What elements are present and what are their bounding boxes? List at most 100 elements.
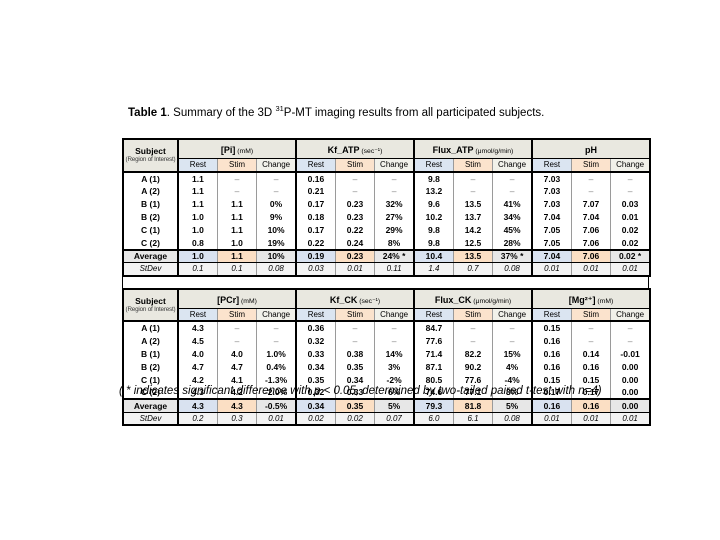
value-cell: 0.22	[294, 236, 336, 250]
value-cell: 0.23	[334, 248, 375, 263]
row-label: B (2)	[141, 361, 160, 372]
row-label: B (2)	[141, 212, 160, 222]
value-cell: –	[334, 184, 375, 198]
value-cell: 12.5	[452, 236, 493, 250]
subcolumn-header-stim: Stim	[334, 308, 375, 322]
value-cell: 9%	[256, 210, 296, 224]
value-cell: –	[570, 334, 611, 347]
subcolumn-header-stim: Stim	[570, 308, 611, 322]
table-row: C (2) 4.3 4.2 -2.0% 0.32 0.33 6% 74.6 77.1 3% 0.17…	[123, 386, 651, 399]
value-cell: 24% *	[374, 248, 414, 263]
value-cell: 1.0%	[256, 347, 296, 360]
value-cell: 0.07	[374, 412, 415, 425]
value-cell: 9.6	[412, 197, 454, 211]
value-cell: 0.33	[294, 347, 336, 360]
subject-header: Subject (Region of Interest)	[123, 288, 178, 322]
value-cell: –	[374, 321, 415, 334]
value-cell: 13.5	[452, 197, 493, 211]
value-cell: –	[256, 171, 296, 185]
tables-frame: Subject (Region of Interest) [Pi] (mM) Kf_A…	[122, 138, 652, 426]
value-cell: 7.04	[530, 210, 572, 224]
value-cell: 0.01	[610, 262, 650, 276]
value-cell: 0.34	[294, 360, 336, 373]
value-cell: 32%	[374, 197, 414, 211]
group-name: [Pi]	[220, 145, 236, 155]
subject-header-title: Subject	[135, 295, 166, 306]
subcolumn-header-change: Change	[374, 158, 414, 173]
value-cell: 1.0	[176, 223, 218, 237]
value-cell: –	[452, 321, 493, 334]
value-cell: -1.3%	[256, 373, 296, 386]
subject-header-subtitle: (Region of Interest)	[125, 305, 176, 313]
value-cell: –	[256, 334, 296, 347]
value-cell: 10%	[256, 223, 296, 237]
value-cell: 6.0	[413, 412, 454, 425]
value-cell: 0.02	[334, 412, 375, 425]
value-cell: 13.2	[412, 184, 454, 198]
value-cell: –	[216, 171, 257, 185]
value-cell: 10.4	[412, 248, 454, 263]
row-label: StDev	[123, 262, 178, 276]
value-cell: 82.2	[452, 347, 493, 360]
value-cell: 1.1	[216, 223, 257, 237]
value-cell: –	[334, 321, 375, 334]
value-cell: 14.2	[452, 223, 493, 237]
value-cell: 45%	[492, 223, 532, 237]
value-cell: 1.0	[176, 248, 218, 263]
value-cell: 0.00	[610, 373, 651, 386]
subcolumn-header-change: Change	[256, 158, 296, 173]
subcolumn-header-stim: Stim	[216, 158, 257, 173]
value-cell: 0.24	[334, 236, 375, 250]
value-cell: 0.23	[334, 197, 375, 211]
value-cell: 7.03	[530, 184, 572, 198]
value-cell: 0.01	[531, 412, 572, 425]
value-cell: 0.18	[294, 210, 336, 224]
value-cell: 3%	[374, 360, 415, 373]
value-cell: 1.1	[176, 197, 218, 211]
value-cell: 0%	[256, 197, 296, 211]
value-cell: 27%	[374, 210, 414, 224]
value-cell: 80.5	[413, 373, 454, 386]
table-row: A (1) 4.3– –0.36– –84.7– –0.15– –	[123, 321, 651, 334]
column-group-header: Flux_CK (μmol/g/min)	[413, 288, 533, 309]
caption-text-after: P-MT imaging results from all participat…	[283, 107, 545, 119]
subcolumn-header-change: Change	[256, 308, 296, 322]
value-cell: –	[452, 184, 493, 198]
value-cell: –	[570, 184, 611, 198]
table-row: B (1) 4.0 4.0 1.0% 0.33 0.38 14% 71.4 82.2 15% 0.1…	[123, 347, 651, 360]
value-cell: 1.0	[176, 210, 218, 224]
row-label: C (2)	[141, 237, 160, 248]
value-cell: 0.08	[256, 262, 296, 276]
caption-label: Table 1	[128, 107, 167, 119]
subcolumn-header-rest: Rest	[176, 308, 218, 322]
table-row: B (2) 4.7 4.7 0.4% 0.34 0.35 3% 87.1 90.2 4% 0.16 0…	[123, 360, 651, 373]
group-unit: (mM)	[595, 297, 614, 305]
value-cell: 0.02 *	[610, 248, 650, 263]
subcolumn-header-stim: Stim	[216, 308, 257, 322]
column-group-header: [Pi] (mM)	[177, 139, 296, 159]
table-row: Average 1.0 1.1 10% 0.19 0.23 24% * 10.4 13.5 37%…	[123, 248, 650, 263]
value-cell: -2%	[374, 373, 415, 386]
value-cell: 1.1	[176, 171, 218, 185]
value-cell: 0.35	[334, 398, 375, 413]
value-cell: 0.1	[176, 262, 218, 276]
caption-superscript: 31	[275, 104, 284, 114]
subject-header: Subject (Region of Interest)	[123, 139, 178, 173]
group-name: Kf_ATP	[327, 145, 360, 155]
value-cell: 1.1	[176, 184, 218, 198]
value-cell: 0.00	[610, 386, 651, 399]
table-row: StDev 0.2 0.3 0.01 0.02 0.02 0.07 6.0 6.1 0.08 0.0…	[123, 412, 651, 425]
column-group-header: pH	[531, 139, 650, 159]
value-cell: 0.00	[610, 398, 651, 413]
value-cell: 0.17	[531, 386, 572, 399]
table-row: C (1) 1.0 1.1 10% 0.17 0.22 29% 9.8 14.2 45% 7.05 7…	[123, 223, 650, 237]
value-cell: 8%	[374, 236, 414, 250]
group-name: Kf_CK	[329, 294, 358, 305]
column-group-header: Kf_CK (sec⁻¹)	[294, 288, 415, 309]
row-label: Average	[123, 248, 178, 263]
value-cell: –	[570, 171, 611, 185]
value-cell: 79.3	[413, 398, 454, 413]
value-cell: 71.4	[413, 347, 454, 360]
group-unit: (sec⁻¹)	[357, 297, 381, 305]
